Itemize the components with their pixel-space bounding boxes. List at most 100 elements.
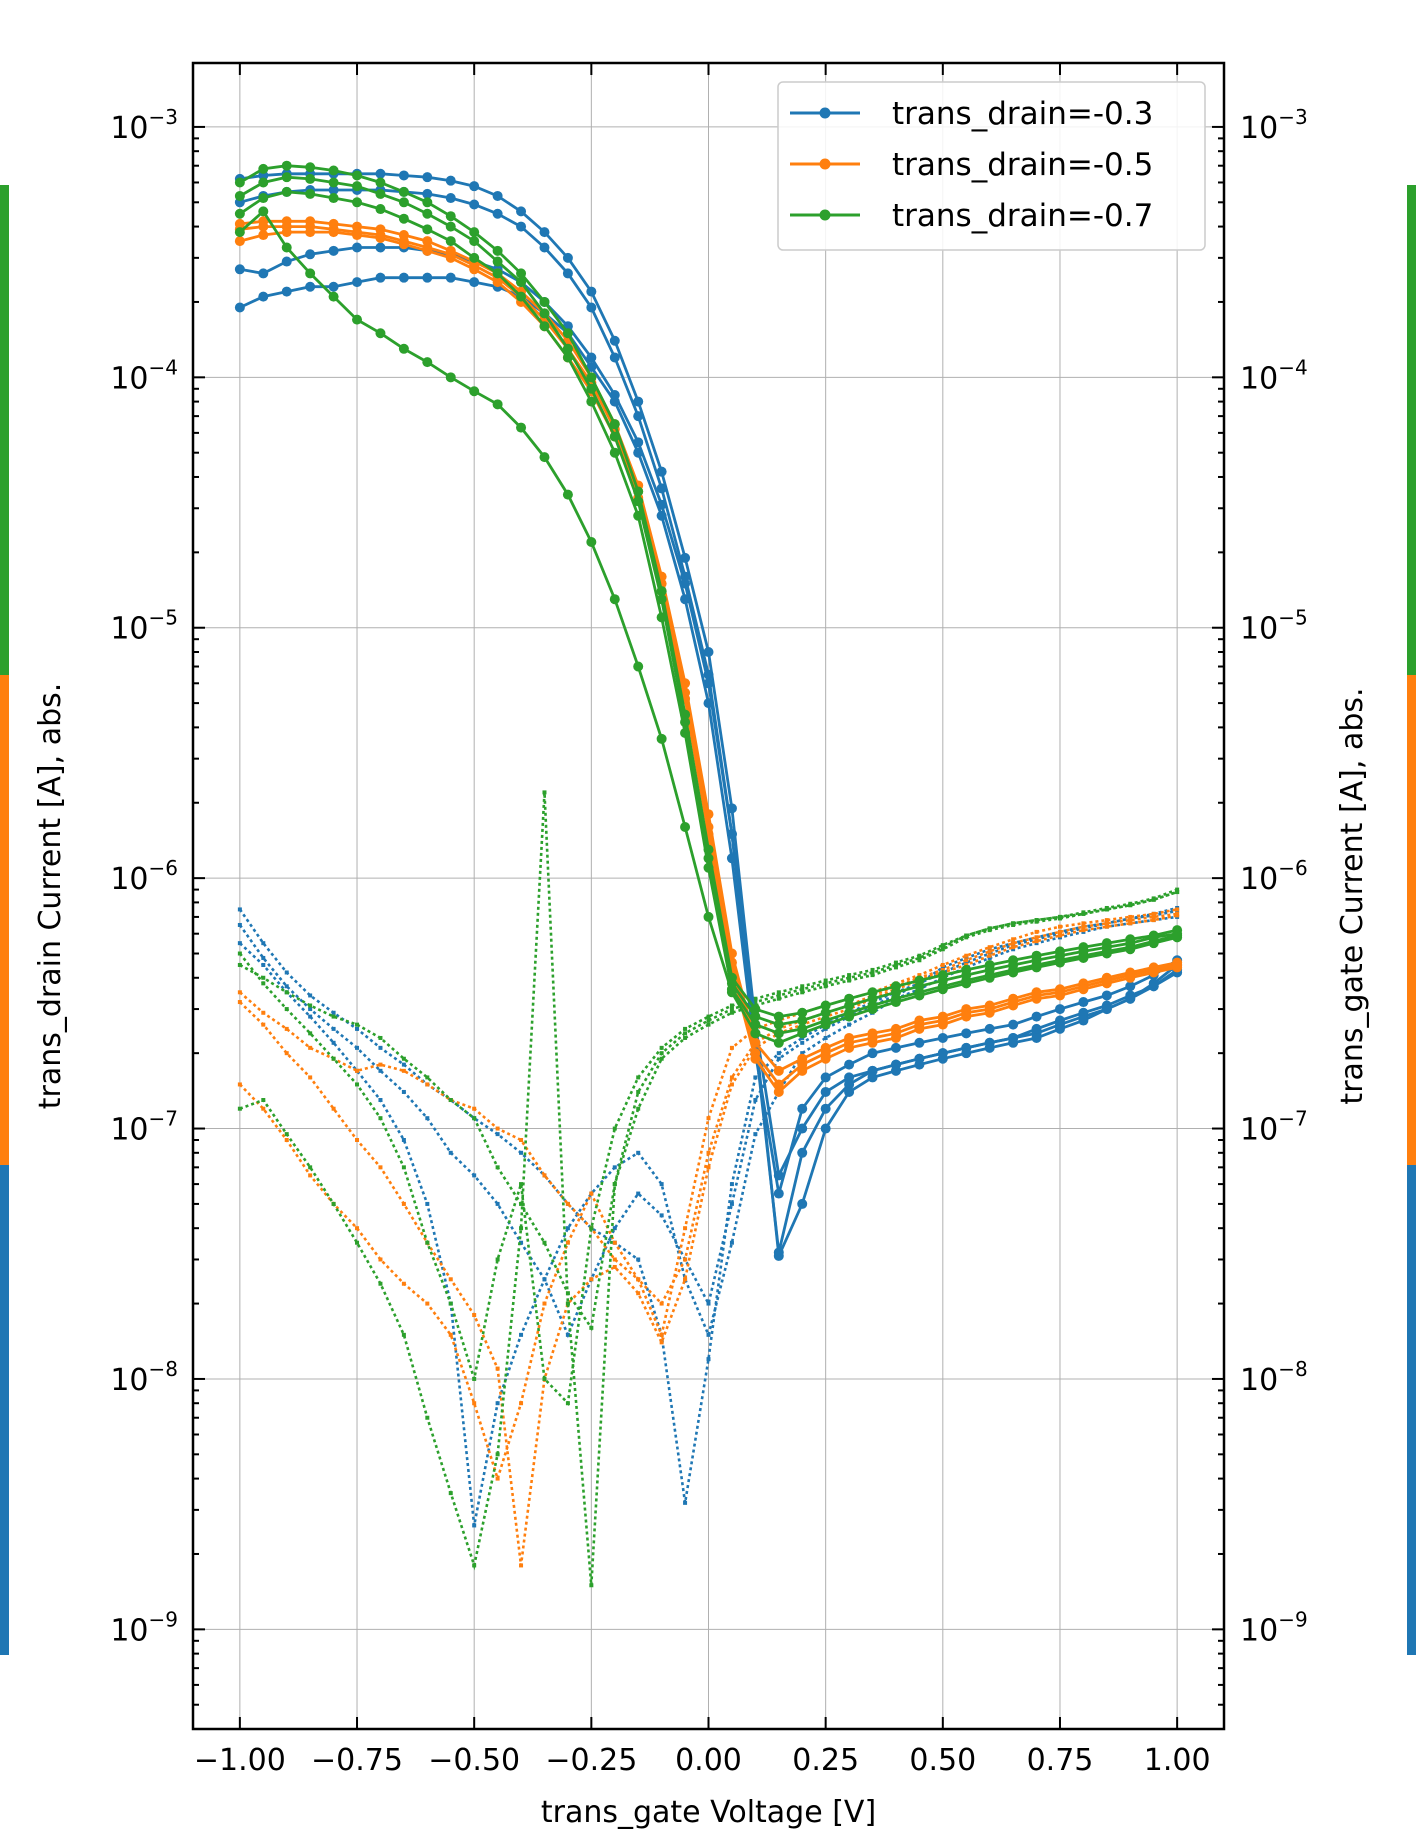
x-tick-label: 1.00 xyxy=(1144,1743,1211,1778)
gate-current-point xyxy=(565,1301,570,1306)
gate-current-point xyxy=(378,1257,383,1262)
gate-current-point xyxy=(425,1116,430,1121)
drain-current-point xyxy=(1125,981,1136,992)
drain-current-point xyxy=(398,170,409,181)
gate-current-point xyxy=(284,1132,289,1137)
gate-current-point xyxy=(565,1401,570,1406)
gate-current-point xyxy=(706,1165,711,1170)
gate-current-point xyxy=(683,1500,688,1505)
gate-current-point xyxy=(659,1340,664,1345)
drain-current-point xyxy=(797,1065,808,1076)
drain-current-point xyxy=(844,1059,855,1070)
drain-current-point xyxy=(609,396,620,407)
gate-current-point xyxy=(331,1026,336,1031)
drain-current-point xyxy=(844,1000,855,1011)
drain-current-point xyxy=(258,221,269,232)
gate-current-point xyxy=(308,1003,313,1008)
drain-current-point xyxy=(352,181,363,192)
drain-current-point xyxy=(680,727,691,738)
gate-current-point xyxy=(331,1056,336,1061)
gate-current-point xyxy=(729,1240,734,1245)
gate-current-point xyxy=(448,1301,453,1306)
gate-current-point xyxy=(753,1000,758,1005)
drain-current-point xyxy=(820,1019,831,1030)
drain-current-point xyxy=(375,242,386,253)
gate-current-point xyxy=(706,1018,711,1023)
drain-current-point xyxy=(586,396,597,407)
drain-current-point xyxy=(375,328,386,339)
drain-current-point xyxy=(492,399,503,410)
gate-current-point xyxy=(519,1138,524,1143)
y-tick-label-right: 10−5 xyxy=(1240,606,1308,647)
drain-current-point xyxy=(445,193,456,204)
gate-current-point xyxy=(1011,941,1016,946)
drain-current-point xyxy=(281,227,292,238)
gate-current-point xyxy=(659,1056,664,1061)
drain-current-point xyxy=(422,208,433,219)
gate-current-point xyxy=(1057,933,1062,938)
gate-current-point xyxy=(261,1022,266,1027)
gate-current-point xyxy=(495,1476,500,1481)
gate-current-point xyxy=(636,1291,641,1296)
gate-current-point xyxy=(1104,921,1109,926)
gate-current-point xyxy=(401,1332,406,1337)
gate-current-point xyxy=(425,1075,430,1080)
drain-current-point xyxy=(562,252,573,263)
left-colorbar-segment xyxy=(0,1165,9,1655)
drain-current-point xyxy=(352,314,363,325)
drain-current-point xyxy=(797,1147,808,1158)
gate-current-point xyxy=(378,1165,383,1170)
drain-current-point xyxy=(961,1028,972,1039)
gate-current-point xyxy=(261,1098,266,1103)
gate-current-point xyxy=(800,1040,805,1045)
legend-box xyxy=(777,81,1206,251)
gate-current-point xyxy=(964,955,969,960)
gate-current-point xyxy=(519,1240,524,1245)
drain-current-point xyxy=(750,1053,761,1064)
drain-current-point xyxy=(586,286,597,297)
drain-current-point xyxy=(844,1042,855,1053)
gate-current-line xyxy=(238,890,1178,1407)
drain-current-point xyxy=(445,221,456,232)
gate-current-point xyxy=(261,1010,266,1015)
gate-current-point xyxy=(1175,913,1180,918)
gate-current-point xyxy=(261,941,266,946)
gate-current-point xyxy=(987,949,992,954)
gate-current-point xyxy=(542,1376,547,1381)
gate-current-point xyxy=(612,1240,617,1245)
drain-current-point xyxy=(375,204,386,215)
drain-current-point xyxy=(398,197,409,208)
drain-current-point xyxy=(633,510,644,521)
drain-current-point xyxy=(1008,967,1019,978)
gate-current-point xyxy=(636,1075,641,1080)
drain-current-point xyxy=(562,328,573,339)
gate-current-line xyxy=(239,915,1178,1526)
drain-current-point xyxy=(773,1028,784,1039)
drain-current-point xyxy=(258,206,269,217)
drain-current-point xyxy=(422,224,433,235)
gate-current-point xyxy=(495,1257,500,1262)
gate-current-point xyxy=(964,958,969,963)
gate-current-point xyxy=(448,1150,453,1155)
gate-current-point xyxy=(565,1226,570,1231)
legend: trans_drain=-0.3 trans_drain=-0.5 trans_dr… xyxy=(777,81,1206,251)
gate-current-point xyxy=(1034,929,1039,934)
gate-current-point xyxy=(519,1332,524,1337)
drain-current-point xyxy=(633,661,644,672)
drain-current-point xyxy=(820,1123,831,1134)
drain-current-point xyxy=(1008,1000,1019,1011)
x-tick-label: −0.25 xyxy=(545,1743,637,1778)
gate-current-point xyxy=(331,1201,336,1206)
drain-current-point xyxy=(1172,962,1183,973)
drain-current-point xyxy=(562,352,573,363)
drain-current-point xyxy=(586,383,597,394)
gate-current-point xyxy=(472,1401,477,1406)
gate-current-point xyxy=(940,965,945,970)
gate-current-point xyxy=(870,973,875,978)
gate-current-point xyxy=(659,1182,664,1187)
gate-current-point xyxy=(308,993,313,998)
drain-current-point xyxy=(539,296,550,307)
drain-current-point xyxy=(984,972,995,983)
drain-current-point xyxy=(914,1037,925,1048)
